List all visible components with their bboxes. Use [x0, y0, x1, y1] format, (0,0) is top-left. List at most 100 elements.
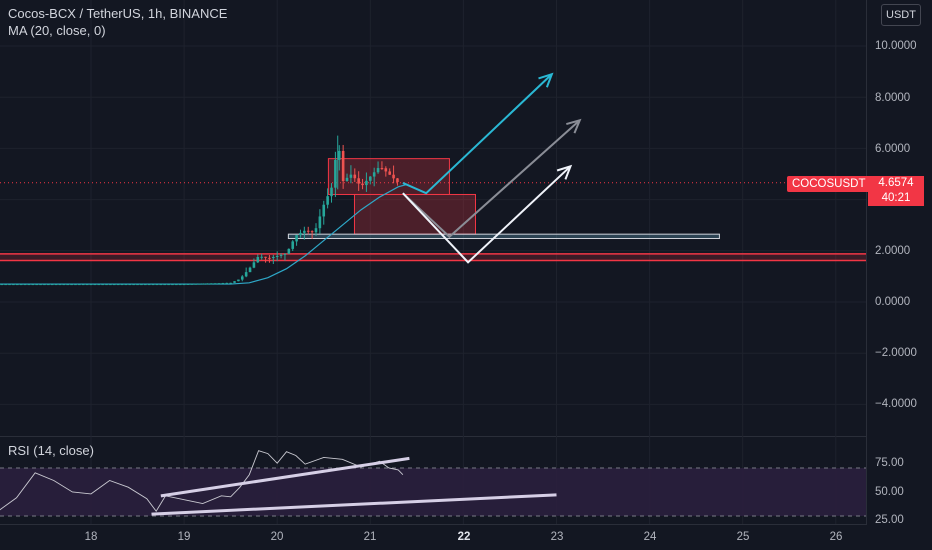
- candle-body: [43, 284, 46, 286]
- y-tick-label: 0.0000: [875, 296, 911, 308]
- candle-body: [318, 216, 322, 229]
- bullish-arrow-cyan-path: [402, 73, 553, 195]
- candle-body: [256, 256, 260, 263]
- rsi-tick-label: 25.00: [875, 514, 904, 525]
- rsi-tick-label: 75.00: [875, 457, 904, 469]
- ma-indicator-legend[interactable]: MA (20, close, 0): [8, 23, 106, 38]
- candle-body: [295, 235, 298, 242]
- candle-body: [209, 283, 213, 285]
- candle-body: [132, 284, 135, 286]
- candle-body: [299, 232, 302, 236]
- x-tick-label: 23: [550, 531, 564, 543]
- candle-body: [322, 204, 326, 217]
- candle-body: [182, 284, 186, 286]
- candle-body: [35, 284, 38, 286]
- candle-body: [116, 284, 120, 286]
- price-axis-border: [866, 0, 867, 525]
- candle-body: [159, 284, 163, 286]
- candle-body: [19, 284, 23, 286]
- candle-body: [279, 254, 283, 256]
- currency-button[interactable]: USDT: [881, 4, 921, 26]
- candle-body: [217, 283, 221, 285]
- candle-body: [190, 283, 194, 285]
- candle-body: [248, 267, 252, 273]
- bullish-arrow-gray-head: [566, 118, 582, 134]
- x-tick-label: 26: [829, 531, 843, 543]
- candle-body: [392, 174, 395, 179]
- symbol-legend[interactable]: Cocos-BCX / TetherUS, 1h, BINANCE: [8, 6, 228, 21]
- retest-box: [353, 193, 477, 235]
- candle-body: [31, 284, 35, 286]
- candle-body: [12, 284, 15, 286]
- candle-body: [0, 284, 4, 286]
- candle-body: [4, 284, 7, 286]
- candle-body: [178, 284, 182, 286]
- candle-body: [283, 253, 287, 255]
- y-tick-label: 6.0000: [875, 143, 911, 155]
- candle-body: [330, 187, 333, 197]
- panel-separator: [0, 436, 866, 437]
- candle-body: [151, 284, 155, 286]
- x-tick-label: 25: [736, 531, 750, 543]
- bullish-arrow-gray: [402, 118, 582, 239]
- candle-body: [124, 284, 128, 286]
- candle-body: [50, 284, 54, 286]
- candle-body: [144, 284, 147, 286]
- y-tick-label: 8.0000: [875, 92, 911, 104]
- candle-body: [93, 284, 97, 286]
- candle-body: [120, 284, 124, 286]
- bullish-arrow-cyan: [402, 72, 554, 195]
- candle-body: [275, 255, 279, 257]
- resistance-box: [327, 158, 450, 195]
- candle-body: [74, 284, 77, 286]
- rsi-panel: [0, 450, 866, 517]
- x-tick-label: 20: [270, 531, 284, 543]
- candle-body: [27, 284, 31, 286]
- candle-body: [97, 284, 101, 286]
- y-tick-label: 2.0000: [875, 245, 911, 257]
- candle-body: [66, 284, 70, 286]
- candle-body: [376, 168, 380, 173]
- candle-body: [326, 196, 329, 205]
- candle-body: [337, 150, 341, 160]
- candle-body: [47, 284, 50, 286]
- candle-body: [62, 284, 66, 286]
- bullish-arrow-cyan-head: [538, 72, 554, 88]
- breakout-level-box: [287, 233, 720, 240]
- candle-body: [89, 284, 93, 286]
- candle-body: [306, 230, 310, 232]
- candle-body: [167, 284, 170, 286]
- x-tick-label: 22: [457, 531, 471, 543]
- bullish-arrow-white-path: [402, 165, 572, 264]
- candle-body: [70, 284, 73, 286]
- y-tick-label: −4.0000: [875, 398, 917, 410]
- candle-body: [112, 284, 116, 286]
- candle-body: [240, 276, 244, 280]
- candle-countdown: 40:21: [881, 192, 911, 204]
- candle-body: [194, 283, 198, 285]
- time-axis-border: [0, 524, 866, 525]
- candle-body: [198, 283, 201, 285]
- rsi-line: [0, 450, 404, 513]
- candle-body: [380, 168, 384, 170]
- candle-body: [369, 176, 372, 181]
- candle-body: [384, 168, 388, 172]
- bullish-arrow-white: [402, 164, 573, 264]
- candle-body: [78, 284, 81, 286]
- candle-body: [361, 183, 364, 186]
- candle-body: [252, 262, 256, 268]
- rsi-indicator-legend[interactable]: RSI (14, close): [8, 443, 94, 458]
- y-tick-label: −2.0000: [875, 347, 917, 359]
- candle-body: [303, 230, 306, 233]
- symbol-price-label: COCOSUSDT: [787, 176, 871, 192]
- candle-body: [147, 284, 151, 286]
- grid-lines: [0, 0, 866, 524]
- support-zone: [0, 253, 866, 261]
- last-price-value: 4.6574: [878, 177, 914, 189]
- candle-body: [272, 256, 275, 259]
- candle-body: [310, 231, 314, 233]
- candle-body: [54, 284, 58, 286]
- candle-body: [128, 284, 132, 286]
- candle-body: [206, 283, 209, 285]
